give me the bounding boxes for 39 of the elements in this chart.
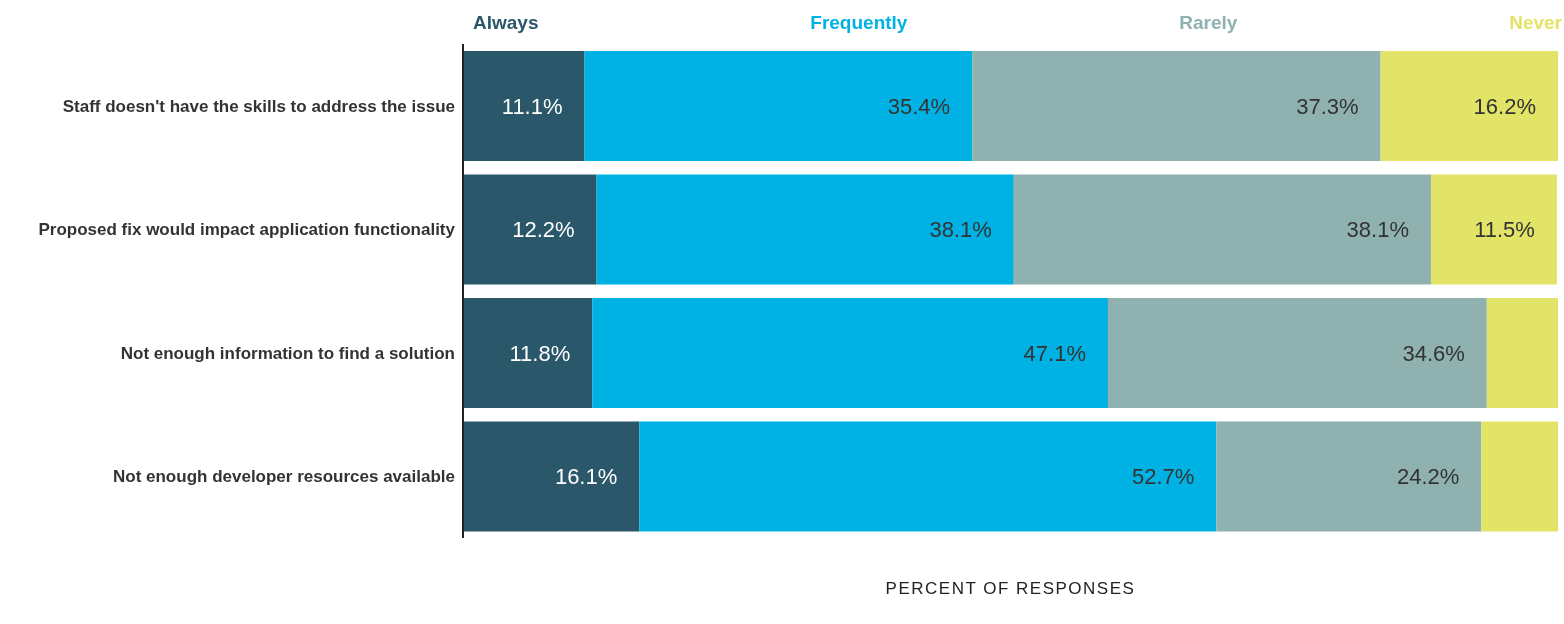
bar [463, 174, 597, 285]
bar [1486, 298, 1558, 408]
data-label: 16.1% [554, 464, 618, 489]
bar [596, 174, 1014, 285]
series-label: Rarely [1179, 12, 1238, 34]
data-label: 37.3% [1296, 93, 1359, 119]
data-label: 24.2% [1396, 464, 1460, 489]
data-label: 38.1% [1346, 217, 1409, 242]
data-label: 38.1% [929, 217, 992, 242]
x-axis-title: PERCENT OF RESPONSES [885, 579, 1136, 598]
data-label: 11.8% [509, 340, 571, 366]
bar [1216, 421, 1482, 532]
bar [463, 298, 593, 408]
series-label: Always [473, 12, 539, 34]
bar [1481, 421, 1558, 532]
bar [1107, 298, 1487, 408]
bar [972, 51, 1381, 161]
y-tick-label: Not enough developer resources available [112, 467, 455, 487]
bar [1430, 174, 1557, 285]
bar [1013, 174, 1431, 285]
data-label: 12.2% [512, 217, 575, 242]
bar [463, 51, 585, 161]
data-label: 16.2% [1473, 93, 1536, 119]
data-label: 35.4% [887, 93, 951, 119]
bar [592, 298, 1108, 408]
y-tick-label: Proposed fix would impact application functionality [38, 220, 456, 240]
data-label: 11.5% [1474, 217, 1535, 242]
data-label: 52.7% [1131, 464, 1195, 489]
data-label: 34.6% [1402, 340, 1465, 366]
y-tick-label: Not enough information to find a solution [120, 343, 455, 363]
bar [1380, 51, 1558, 161]
bar [463, 421, 640, 532]
y-tick-label: Staff doesn't have the skills to address the issue [62, 96, 455, 116]
bar [639, 421, 1217, 532]
data-label: 47.1% [1023, 340, 1086, 366]
data-label: 11.1% [501, 93, 563, 119]
series-label: Frequently [810, 12, 908, 34]
bar [584, 51, 973, 161]
series-label: Never [1509, 12, 1562, 34]
